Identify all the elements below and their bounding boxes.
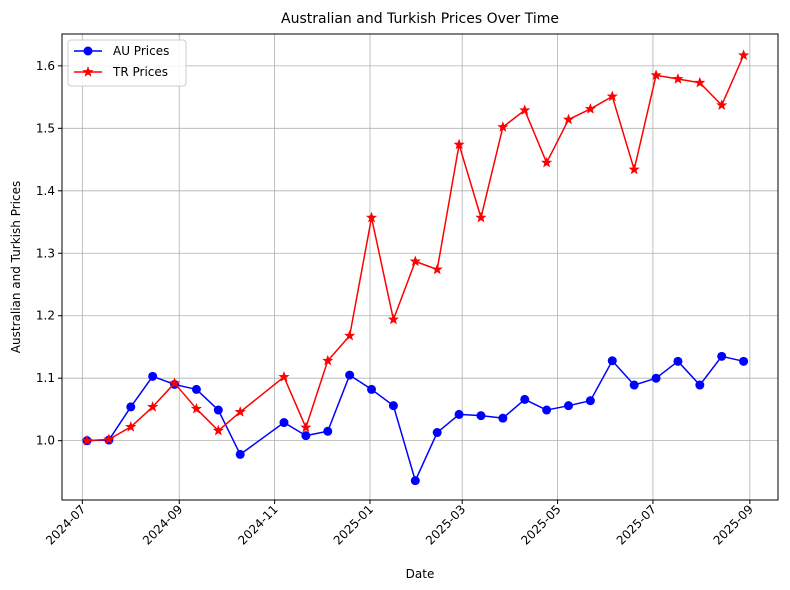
- au-data-point: [323, 426, 333, 436]
- au-data-point: [739, 356, 749, 366]
- au-data-point: [410, 476, 420, 486]
- chart-title: Australian and Turkish Prices Over Time: [281, 11, 559, 27]
- au-data-point: [345, 370, 355, 380]
- au-data-point: [498, 413, 508, 423]
- tr-data-point: [103, 433, 115, 445]
- tr-data-point: [453, 138, 465, 150]
- x-axis: 2024-07 2024-09 2024-11 2025-01 2025-03 2025-…: [43, 500, 756, 548]
- au-data-point: [520, 394, 530, 404]
- au-data-point: [476, 411, 486, 421]
- tr-data-point: [738, 49, 750, 60]
- au-data-point: [213, 405, 223, 415]
- tr-data-point: [497, 121, 509, 132]
- tr-legend-marker: [82, 66, 94, 77]
- y-tick-label: 1.3: [36, 246, 55, 260]
- au-data-point: [454, 409, 464, 419]
- au-data-point: [673, 356, 683, 366]
- y-tick-label: 1.4: [36, 184, 55, 198]
- tr-data-point: [190, 402, 203, 414]
- x-tick-label: 2025-05: [518, 502, 563, 547]
- tr-data-point: [562, 113, 575, 125]
- tr-data-point: [628, 163, 640, 175]
- tr-data-point: [650, 69, 662, 80]
- au-data-point: [388, 401, 398, 411]
- au-data-point: [148, 371, 158, 381]
- y-tick-label: 1.0: [36, 434, 55, 448]
- tr-data-point: [716, 99, 728, 110]
- tr-data-point: [365, 211, 378, 223]
- au-data-point: [367, 384, 377, 394]
- x-tick-label: 2024-11: [235, 502, 280, 547]
- tr-data-point: [519, 104, 531, 115]
- au-data-point: [191, 384, 201, 394]
- y-tick-label: 1.5: [36, 121, 55, 135]
- x-tick-label: 2025-03: [423, 502, 468, 547]
- y-tick-label: 1.6: [36, 59, 55, 73]
- tr-data-point: [234, 406, 246, 417]
- au-data-point: [717, 351, 727, 361]
- x-tick-label: 2024-07: [43, 502, 88, 547]
- tr-data-point: [300, 421, 312, 433]
- tr-data-point: [606, 90, 618, 102]
- x-tick-label: 2025-07: [614, 502, 659, 547]
- au-legend-label: AU Prices: [113, 44, 169, 58]
- tr-series: [81, 49, 750, 446]
- series-layer: [81, 49, 750, 486]
- grid: [62, 34, 778, 500]
- tr-data-point: [409, 255, 421, 267]
- au-series-line: [86, 355, 744, 482]
- au-data-point: [301, 431, 311, 441]
- au-legend-marker: [83, 46, 93, 56]
- au-data-point: [279, 418, 289, 428]
- au-data-point: [432, 428, 442, 438]
- au-data-point: [564, 401, 574, 411]
- y-axis: 1.0 1.1 1.2 1.3 1.4 1.5 1.6: [36, 59, 62, 448]
- tr-data-point: [344, 329, 356, 341]
- au-data-point: [695, 380, 705, 390]
- x-tick-label: 2025-09: [711, 502, 756, 547]
- au-data-point: [629, 380, 639, 390]
- y-tick-label: 1.1: [36, 371, 55, 385]
- tr-data-point: [81, 434, 93, 446]
- au-series: [82, 351, 749, 486]
- au-data-point: [235, 449, 245, 459]
- y-tick-label: 1.2: [36, 309, 55, 323]
- tr-data-point: [168, 377, 181, 388]
- tr-data-point: [322, 354, 334, 366]
- tr-data-point: [475, 211, 487, 223]
- tr-data-point: [541, 156, 553, 168]
- tr-series-line: [86, 54, 745, 442]
- x-axis-title: Date: [406, 567, 435, 581]
- x-tick-label: 2025-01: [331, 502, 376, 547]
- tr-data-point: [694, 76, 706, 88]
- tr-data-point: [212, 424, 224, 436]
- y-axis-title: Australian and Turkish Prices: [9, 181, 23, 353]
- tr-legend-label: TR Prices: [112, 65, 168, 79]
- legend: AU Prices TR Prices: [67, 39, 187, 87]
- x-tick-label: 2024-09: [140, 502, 185, 547]
- tr-data-point: [672, 73, 684, 84]
- tr-data-point: [387, 313, 399, 325]
- tr-data-point: [584, 103, 596, 114]
- au-data-point: [542, 405, 552, 415]
- au-data-point: [607, 356, 617, 366]
- au-data-point: [651, 373, 661, 383]
- tr-data-point: [147, 401, 159, 412]
- au-data-point: [126, 402, 136, 412]
- au-data-point: [585, 396, 595, 406]
- tr-data-point: [125, 421, 137, 432]
- tr-data-point: [278, 371, 290, 382]
- plot-frame: [61, 33, 779, 501]
- tr-data-point: [431, 263, 443, 275]
